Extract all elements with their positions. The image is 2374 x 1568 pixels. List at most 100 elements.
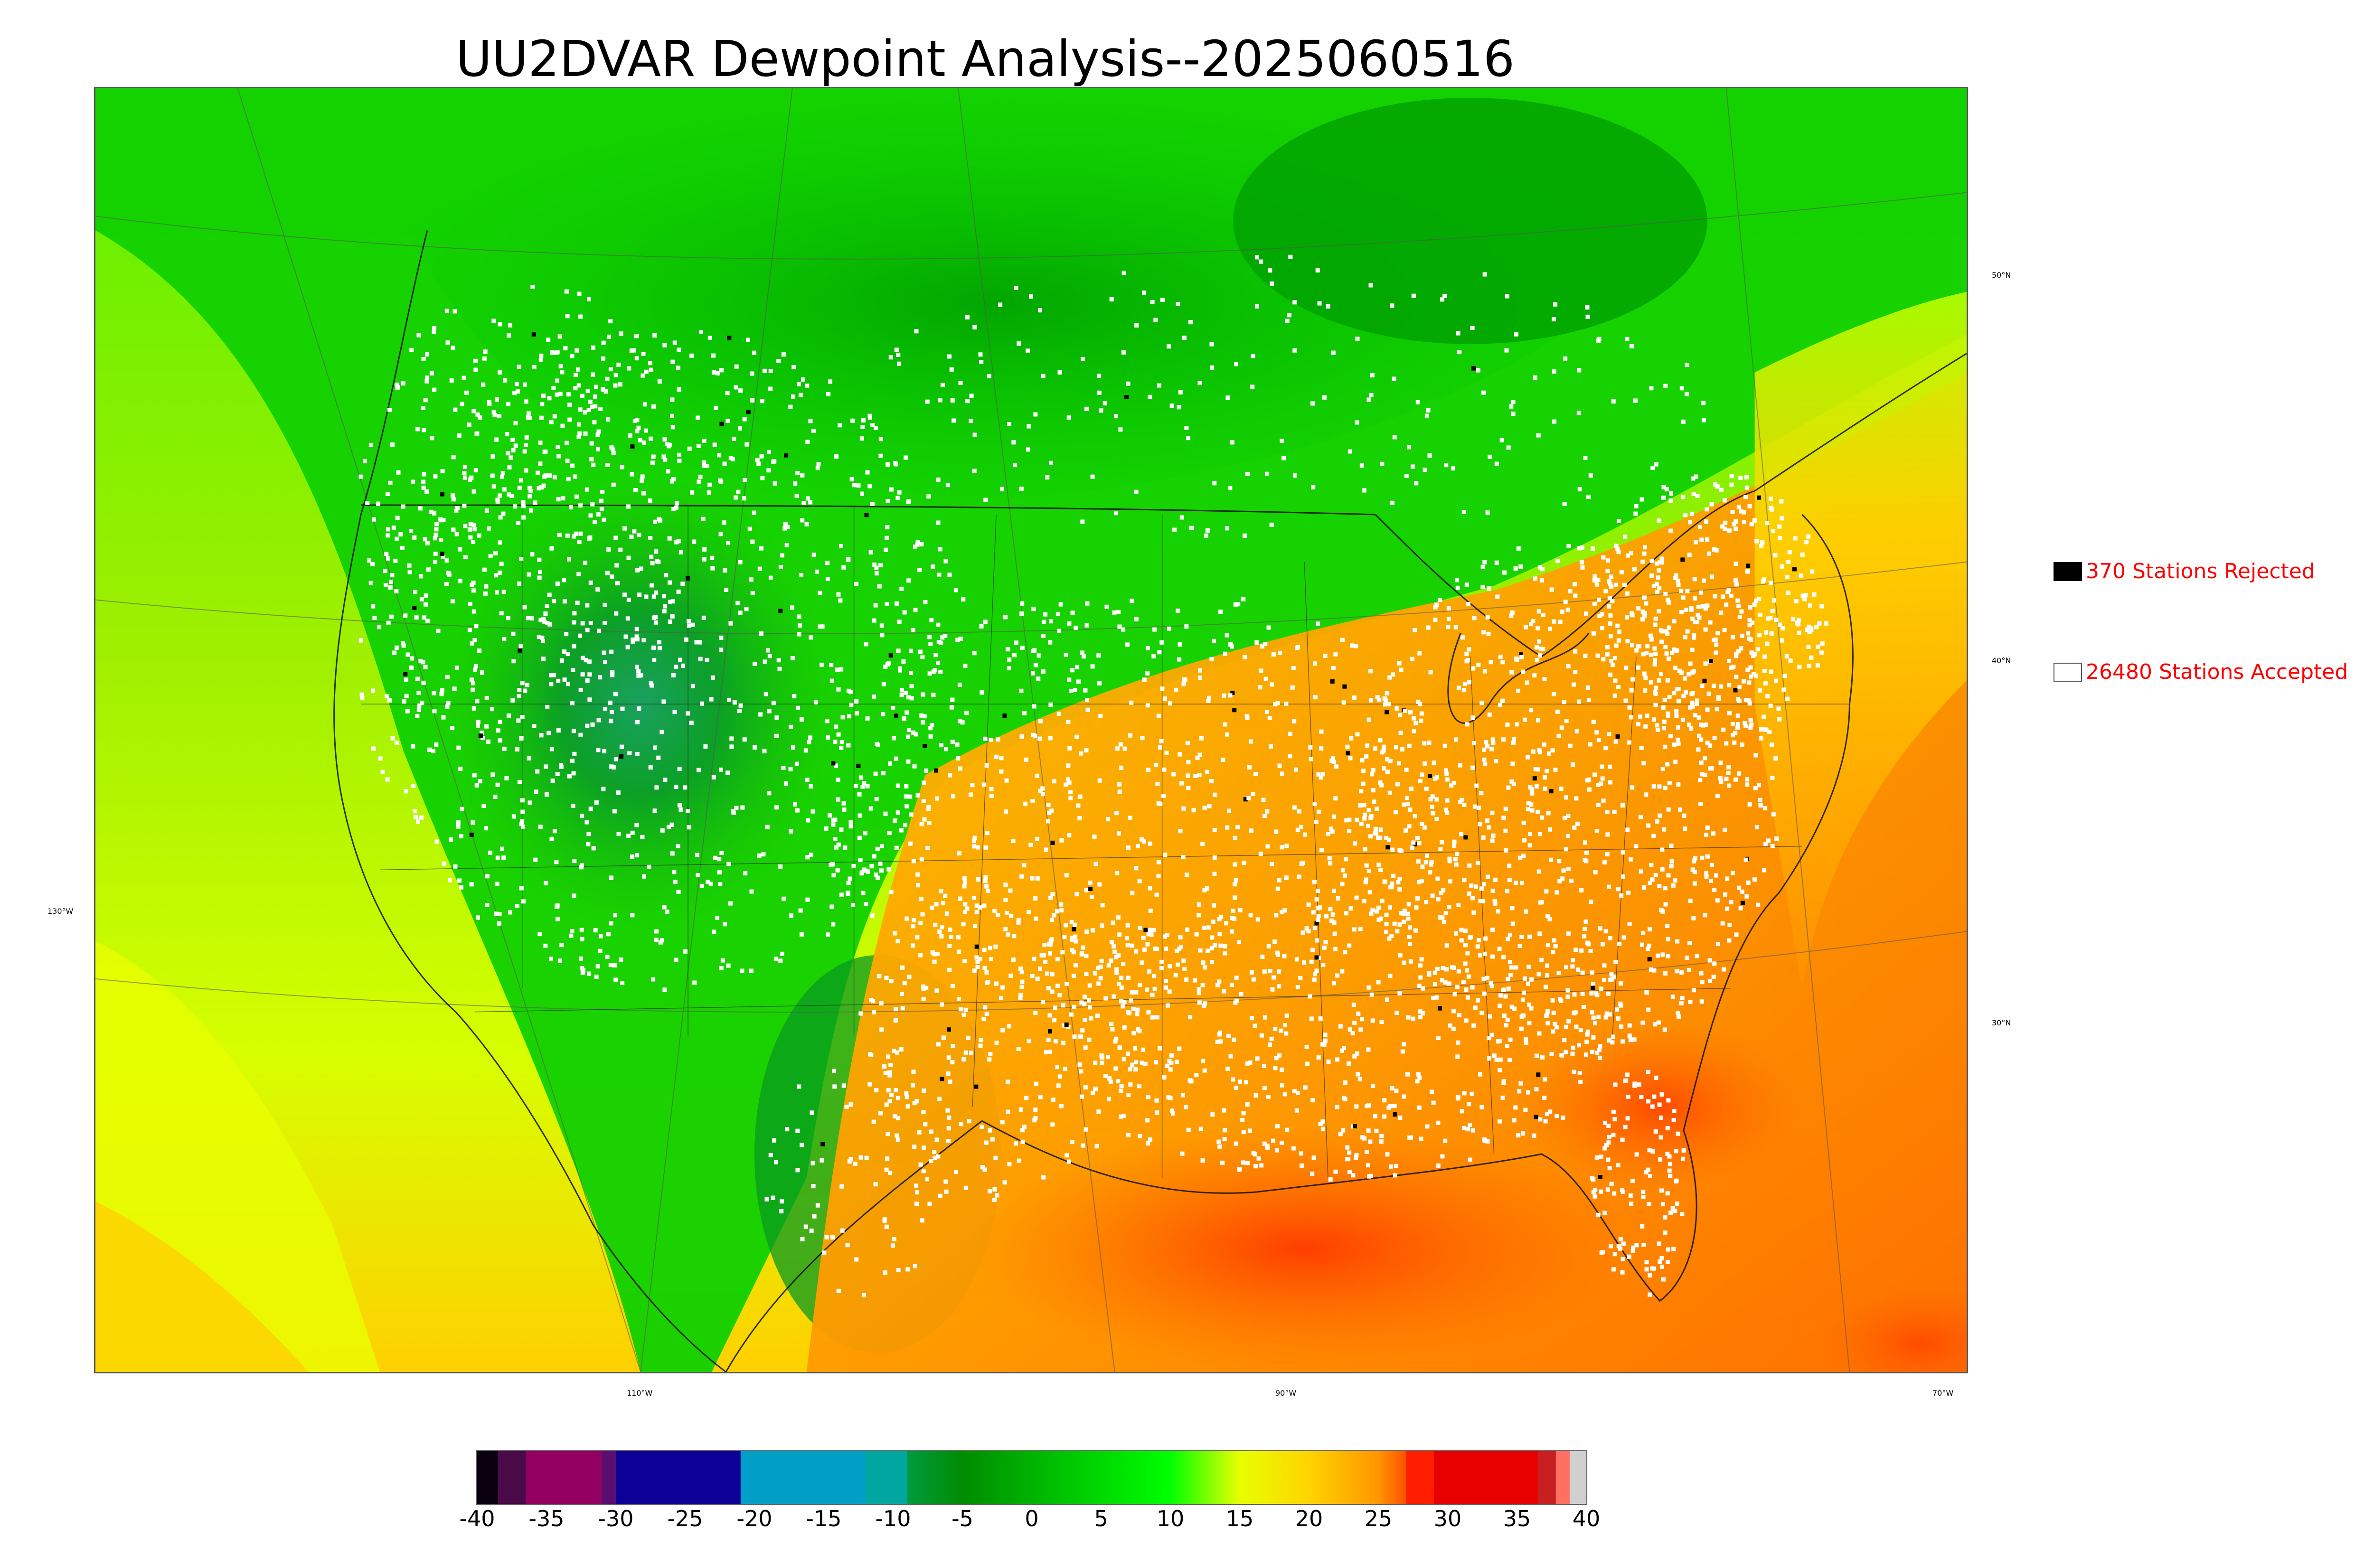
station-marker — [1099, 1053, 1104, 1058]
station-marker — [583, 560, 587, 565]
station-marker — [931, 564, 935, 569]
station-marker — [1723, 892, 1728, 897]
station-marker — [913, 1264, 917, 1268]
station-marker — [676, 589, 681, 594]
station-marker — [1427, 972, 1432, 977]
station-marker — [1042, 953, 1046, 958]
station-marker — [1035, 773, 1039, 778]
station-marker — [940, 1077, 944, 1081]
station-marker — [902, 981, 907, 986]
station-marker — [869, 998, 874, 1003]
station-marker — [1438, 598, 1442, 602]
station-marker — [1460, 1109, 1464, 1114]
station-marker — [1623, 698, 1628, 703]
station-marker — [886, 1132, 890, 1136]
station-marker — [556, 728, 561, 733]
station-marker — [574, 531, 578, 536]
station-marker — [589, 441, 594, 446]
station-marker — [1387, 675, 1392, 680]
station-marker — [1672, 619, 1677, 624]
station-marker — [641, 440, 646, 445]
station-marker — [979, 624, 984, 629]
station-marker — [1176, 608, 1180, 613]
station-marker — [1259, 1163, 1264, 1168]
station-marker — [1225, 732, 1229, 737]
station-marker — [1649, 967, 1653, 972]
station-marker — [995, 1193, 999, 1198]
station-marker — [923, 600, 928, 604]
station-marker — [854, 711, 859, 716]
station-marker — [1665, 1126, 1670, 1131]
station-marker — [1490, 737, 1495, 742]
station-marker — [401, 641, 405, 646]
station-marker — [528, 488, 533, 493]
station-marker — [1172, 527, 1177, 532]
station-marker — [920, 655, 925, 659]
station-marker — [508, 323, 512, 328]
station-marker — [509, 494, 514, 498]
station-marker — [953, 588, 958, 592]
station-marker — [896, 648, 901, 653]
station-marker — [1487, 586, 1491, 591]
station-marker — [1769, 631, 1774, 636]
station-marker — [1365, 743, 1370, 748]
station-marker — [1205, 770, 1209, 774]
station-marker — [1436, 1163, 1441, 1168]
station-marker — [1198, 1127, 1203, 1131]
station-marker — [1184, 977, 1189, 982]
station-marker — [1757, 495, 1762, 500]
station-marker — [578, 531, 583, 536]
station-marker — [1481, 747, 1486, 752]
station-marker — [1751, 653, 1755, 658]
station-marker — [1684, 690, 1688, 695]
station-marker — [1401, 911, 1406, 916]
station-marker — [433, 536, 437, 541]
station-marker — [1099, 958, 1104, 963]
station-marker — [886, 462, 890, 467]
station-marker — [1126, 1052, 1130, 1056]
station-marker — [1274, 1148, 1279, 1153]
station-marker — [1249, 828, 1253, 833]
station-marker — [471, 687, 475, 692]
station-marker — [1174, 1060, 1179, 1064]
station-marker — [1117, 624, 1122, 629]
station-marker — [1284, 1031, 1289, 1036]
station-marker — [484, 508, 489, 513]
station-marker — [1498, 703, 1502, 707]
station-marker — [1026, 447, 1030, 452]
station-marker — [1048, 736, 1053, 741]
station-marker — [1620, 850, 1625, 855]
station-marker — [1304, 926, 1309, 931]
station-marker — [1624, 1078, 1629, 1083]
station-marker — [1759, 727, 1764, 732]
station-marker — [877, 584, 882, 589]
station-marker — [1425, 854, 1430, 858]
station-marker — [1512, 1006, 1517, 1011]
station-marker — [1586, 495, 1591, 499]
station-marker — [1685, 955, 1689, 960]
station-marker — [611, 447, 615, 452]
station-marker — [1340, 1048, 1344, 1053]
station-marker — [1657, 518, 1661, 523]
colorbar-segment — [1170, 1451, 1240, 1504]
station-marker — [1064, 652, 1068, 657]
station-marker — [1551, 1010, 1556, 1015]
station-marker — [1428, 797, 1433, 802]
station-marker — [1584, 611, 1589, 616]
station-marker — [766, 468, 771, 473]
station-marker — [1727, 922, 1732, 927]
station-marker — [1282, 1092, 1287, 1097]
station-marker — [939, 889, 943, 893]
station-marker — [1082, 1002, 1087, 1006]
station-marker — [433, 474, 438, 479]
station-marker — [1613, 582, 1618, 587]
station-marker — [1557, 879, 1562, 883]
station-marker — [1665, 762, 1670, 767]
station-marker — [1627, 705, 1632, 710]
station-marker — [1385, 757, 1390, 762]
station-marker — [951, 1044, 955, 1049]
station-marker — [893, 461, 898, 466]
station-marker — [1650, 877, 1655, 882]
station-marker — [1019, 985, 1024, 989]
station-marker — [836, 797, 840, 802]
